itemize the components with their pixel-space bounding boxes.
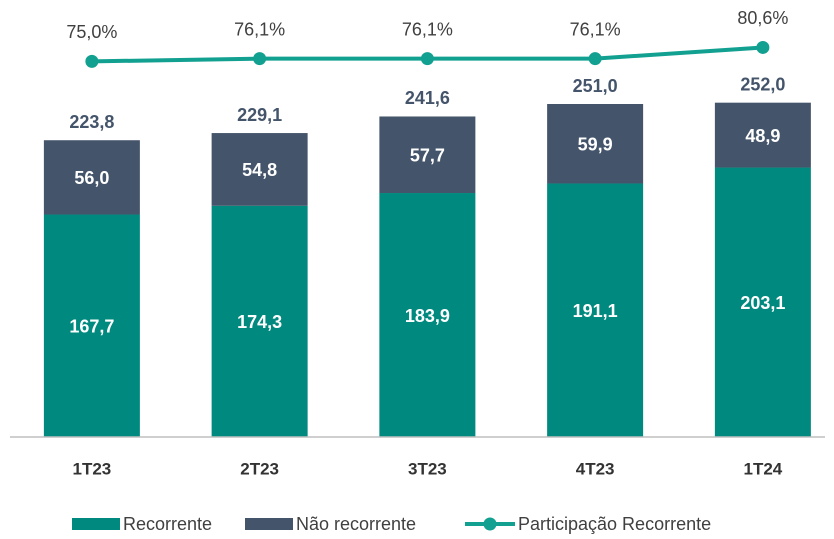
bar-segment bbox=[211, 205, 308, 437]
legend-label: Recorrente bbox=[123, 514, 212, 534]
bar-value-label: 167,7 bbox=[69, 317, 114, 337]
bar-value-label: 203,1 bbox=[740, 293, 785, 313]
line-value-label: 76,1% bbox=[570, 19, 621, 39]
line-value-label: 76,1% bbox=[234, 19, 285, 39]
total-label: 223,8 bbox=[69, 112, 114, 132]
total-label: 251,0 bbox=[573, 76, 618, 96]
line-point bbox=[253, 52, 267, 66]
legend-marker bbox=[483, 517, 497, 531]
bar-value-label: 57,7 bbox=[410, 146, 445, 166]
bar-value-label: 54,8 bbox=[242, 160, 277, 180]
bar-segment bbox=[714, 102, 811, 168]
line-value-label: 75,0% bbox=[66, 22, 117, 42]
bar-value-label: 56,0 bbox=[74, 168, 109, 188]
bar-segment bbox=[547, 183, 644, 437]
x-tick-label: 3T23 bbox=[408, 459, 447, 478]
line-point bbox=[85, 54, 99, 68]
legend-label: Participação Recorrente bbox=[518, 514, 711, 534]
bar-segment bbox=[379, 116, 476, 194]
line-point bbox=[588, 52, 602, 66]
bar-segment bbox=[379, 193, 476, 437]
total-label: 229,1 bbox=[237, 105, 282, 125]
bar-value-label: 174,3 bbox=[237, 312, 282, 332]
bar-value-label: 48,9 bbox=[745, 126, 780, 146]
line-point bbox=[756, 40, 770, 54]
x-tick-label: 2T23 bbox=[240, 459, 279, 478]
total-label: 241,6 bbox=[405, 88, 450, 108]
bar-segment bbox=[714, 167, 811, 437]
line-point bbox=[420, 52, 434, 66]
legend-label: Não recorrente bbox=[296, 514, 416, 534]
line-value-label: 76,1% bbox=[402, 19, 453, 39]
x-tick-label: 4T23 bbox=[576, 459, 615, 478]
bar-segment bbox=[547, 104, 644, 184]
bar-value-label: 183,9 bbox=[405, 306, 450, 326]
bar-value-label: 191,1 bbox=[573, 301, 618, 321]
x-tick-label: 1T24 bbox=[744, 459, 783, 478]
line-value-label: 80,6% bbox=[737, 8, 788, 28]
bar-value-label: 59,9 bbox=[578, 134, 613, 154]
legend-swatch bbox=[72, 518, 120, 530]
total-label: 252,0 bbox=[740, 74, 785, 94]
bar-segment bbox=[43, 214, 140, 437]
legend-swatch bbox=[245, 518, 293, 530]
bar-segment bbox=[43, 140, 140, 215]
bar-segment bbox=[211, 133, 308, 206]
x-tick-label: 1T23 bbox=[73, 459, 112, 478]
